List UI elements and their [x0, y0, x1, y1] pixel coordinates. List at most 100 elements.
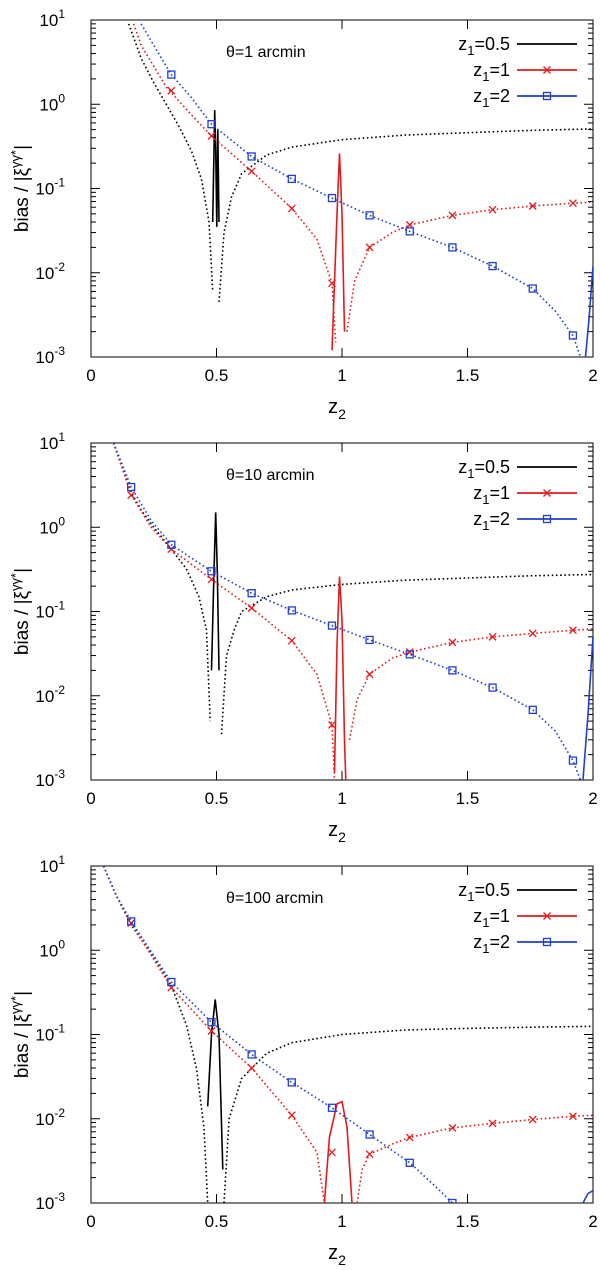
- series-2-point-stroke: [287, 204, 296, 213]
- y-tick-base: 10: [35, 603, 54, 622]
- y-axis-label-main: bias / |ξ: [12, 590, 33, 655]
- x-tick-value: 1.5: [456, 789, 480, 808]
- x-tick-value: 0: [86, 1212, 95, 1231]
- x-tick-label: 1.5: [456, 1212, 480, 1231]
- series-2-point-stroke: [448, 638, 457, 647]
- y-tick-base: 10: [35, 1194, 54, 1213]
- panel-title-text: θ=1 arcmin: [226, 44, 306, 61]
- series-2-dotted-line: [102, 866, 326, 1203]
- y-tick-label: 10-1: [35, 176, 65, 199]
- x-tick-value: 1: [337, 789, 346, 808]
- panel-title: θ=1 arcmin: [226, 44, 306, 61]
- x-tick-label: 0.5: [205, 789, 229, 808]
- series-2-point: [528, 202, 537, 210]
- series-2-dotted-line: [348, 628, 593, 740]
- x-tick-label: 2: [588, 1212, 597, 1231]
- series-2-point: [365, 1150, 374, 1159]
- x-tick-value: 2: [588, 366, 597, 385]
- series-2-point-stroke: [247, 604, 256, 612]
- x-tick-value: 0.5: [205, 1212, 229, 1231]
- y-tick-exponent: 1: [58, 853, 65, 867]
- legend-label-main: z: [458, 880, 467, 900]
- y-tick-exponent: -2: [54, 683, 65, 697]
- x-tick-value: 2: [588, 789, 597, 808]
- y-axis-label-end: |: [12, 145, 33, 150]
- y-tick-label: 100: [39, 514, 65, 537]
- x-tick-label: 0: [86, 366, 95, 385]
- y-tick-base: 10: [39, 857, 58, 876]
- series-3-dotted-line: [102, 866, 453, 1203]
- legend-label: z1=2: [473, 932, 510, 956]
- x-tick-value: 1: [337, 366, 346, 385]
- series-2-point: [328, 279, 336, 288]
- y-tick-exponent: -1: [54, 1022, 65, 1036]
- series-3-point: [448, 243, 457, 252]
- legend-label-rest: =0.5: [474, 457, 510, 477]
- series-3-point: [528, 284, 537, 293]
- legend-label-main: z: [473, 60, 482, 80]
- series-2-point-stroke: [405, 648, 414, 657]
- legend-swatch-marker: [543, 66, 551, 74]
- series-3-point: [247, 589, 256, 598]
- legend-label-sub: 1: [467, 466, 474, 481]
- x-tick-label: 1.5: [456, 366, 480, 385]
- y-tick-base: 10: [35, 771, 54, 790]
- series-3-point: [405, 650, 414, 659]
- y-tick-base: 10: [39, 434, 58, 453]
- y-axis-label: bias / |ξγγ*|: [8, 568, 33, 655]
- series-3-point: [287, 1078, 296, 1087]
- y-tick-exponent: -3: [54, 1190, 65, 1204]
- series-2-point-stroke: [568, 199, 577, 208]
- y-tick-exponent: -3: [54, 344, 65, 358]
- legend-label-sub: 1: [482, 518, 489, 533]
- panel-title-text: θ=100 arcmin: [226, 890, 323, 907]
- y-axis-label: bias / |ξγγ*|: [8, 145, 33, 232]
- series-2-solid-line: [333, 576, 347, 780]
- legend-label-rest: =0.5: [474, 880, 510, 900]
- series-3-point: [365, 211, 374, 220]
- series-2-point-stroke: [328, 279, 336, 288]
- y-axis-label-main: bias / |ξ: [12, 1013, 33, 1078]
- series-2-point: [448, 211, 457, 220]
- series-3-point: [365, 635, 374, 645]
- series-3-point: [207, 120, 216, 129]
- series-3-point: [568, 331, 578, 340]
- y-tick-label: 10-2: [35, 1106, 65, 1129]
- series-2-point: [207, 575, 216, 584]
- series-2-point: [488, 1119, 497, 1128]
- series-2-point-stroke: [207, 132, 216, 140]
- series-2-point-stroke: [365, 670, 374, 679]
- y-tick-base: 10: [35, 1110, 54, 1129]
- series-2-point: [448, 638, 457, 647]
- x-axis-label-sub: 2: [338, 829, 346, 845]
- legend-label-sub: 1: [467, 43, 474, 58]
- series-2-point-stroke: [568, 626, 577, 635]
- series-2-dotted-line: [132, 23, 337, 343]
- legend-label-sub: 1: [482, 95, 489, 110]
- y-tick-exponent: 1: [58, 430, 65, 444]
- series-2-point: [207, 1027, 216, 1035]
- legend-label-rest: =1: [489, 60, 510, 80]
- series-3-solid-line: [582, 1189, 593, 1203]
- legend-swatch-marker: [542, 91, 552, 101]
- panel-title: θ=10 arcmin: [226, 467, 315, 484]
- legend-label-rest: =1: [489, 483, 510, 503]
- legend-swatch-marker: [542, 937, 552, 947]
- x-tick-label: 2: [588, 366, 597, 385]
- series-3-point: [488, 261, 497, 271]
- legend-label: z1=2: [473, 86, 510, 110]
- legend-label-rest: =2: [489, 86, 510, 106]
- y-tick-base: 10: [35, 348, 54, 367]
- series-3-point: [247, 1050, 256, 1059]
- series-2-point-stroke: [568, 1112, 577, 1121]
- legend: z1=0.5z1=1z1=2: [458, 34, 577, 110]
- y-axis-label-sup: γγ*: [8, 573, 23, 591]
- series-3-point: [327, 621, 337, 630]
- series-2-point-stroke: [448, 1123, 457, 1132]
- legend-swatch-marker-stroke: [543, 489, 551, 497]
- series-3-point: [365, 1130, 374, 1139]
- series-2-point: [328, 721, 336, 729]
- y-axis-label-sup: γγ*: [8, 996, 23, 1014]
- legend-label-sub: 1: [482, 915, 489, 930]
- legend-label: z1=0.5: [458, 880, 510, 904]
